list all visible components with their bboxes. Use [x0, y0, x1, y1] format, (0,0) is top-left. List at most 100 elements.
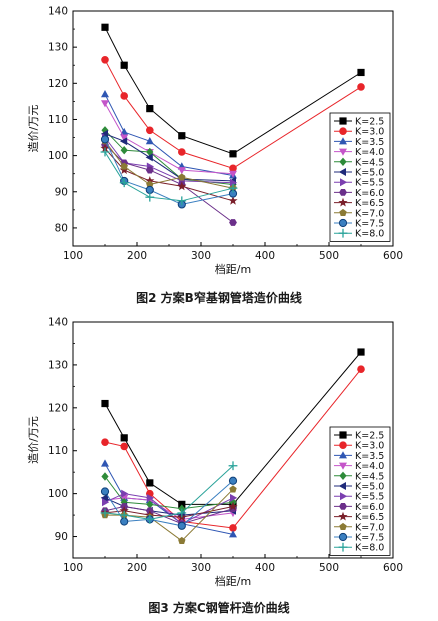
data-point — [120, 442, 128, 451]
data-point — [101, 23, 109, 31]
x-tick-label: 300 — [191, 250, 211, 262]
data-point — [145, 514, 155, 524]
data-point — [178, 536, 186, 544]
legend-label: K=8.0 — [355, 229, 384, 240]
data-point — [357, 68, 365, 77]
legend-item: K=4.5 — [334, 471, 384, 482]
data-point — [120, 61, 128, 69]
legend-marker — [339, 117, 347, 125]
legend-marker — [339, 462, 347, 470]
data-point — [177, 521, 186, 530]
data-point — [357, 348, 365, 356]
data-point — [229, 530, 237, 538]
data-point — [230, 493, 238, 502]
y-tick-label: 120 — [48, 78, 68, 90]
chart-scheme-b-tower: 100 200 300 400 500 600 80 90 100 110 120 130 140 档距/… — [26, 6, 403, 277]
data-point — [120, 146, 128, 155]
data-point — [177, 167, 186, 175]
data-point — [229, 485, 237, 493]
data-point — [101, 90, 109, 98]
legend-box — [329, 426, 391, 556]
figure-caption: 图2 方案B窄基钢管塔造价曲线 — [136, 291, 302, 305]
data-point — [119, 178, 129, 188]
data-point — [177, 508, 187, 518]
legend-marker — [338, 482, 346, 490]
data-point — [229, 524, 237, 532]
y-tick-label: 120 — [48, 402, 68, 414]
legend-label: K=3.5 — [355, 451, 384, 462]
data-point — [146, 493, 154, 502]
legend-label: K=7.5 — [355, 219, 384, 230]
y-axis-label: 造价/万元 — [26, 416, 40, 464]
x-tick-label: 600 — [383, 250, 403, 262]
data-point — [145, 153, 153, 162]
series-line — [104, 151, 234, 202]
series-K=7.5 — [100, 135, 238, 209]
data-point — [120, 92, 128, 100]
y-tick-label: 130 — [48, 42, 68, 54]
legend-marker — [339, 441, 347, 450]
legend-label: K=4.0 — [355, 147, 384, 158]
legend-item: K=8.0 — [334, 229, 384, 240]
y-tick-label: 90 — [55, 531, 68, 543]
legend-item: K=5.5 — [334, 492, 384, 503]
legend-item: K=3.5 — [334, 451, 384, 462]
data-point — [120, 162, 128, 170]
legend-item: K=6.5 — [334, 197, 384, 209]
y-tick-label: 140 — [48, 6, 68, 18]
series-line — [104, 27, 362, 155]
legend-item: K=4.0 — [334, 147, 384, 158]
legend-box — [329, 112, 391, 242]
data-point — [229, 150, 237, 158]
legend-item: K=7.5 — [334, 219, 384, 230]
x-tick-label: 200 — [127, 250, 147, 262]
data-point — [178, 500, 186, 508]
series-K=2.5 — [101, 23, 365, 158]
legend-label: K=6.0 — [355, 502, 384, 513]
legend-item: K=7.0 — [334, 208, 384, 219]
data-point — [100, 147, 110, 157]
data-point — [101, 399, 109, 408]
data-point — [178, 173, 186, 181]
legend-marker — [339, 451, 347, 459]
y-tick-label: 110 — [48, 114, 68, 126]
data-point — [100, 493, 108, 502]
data-point — [229, 170, 237, 178]
legend-label: K=5.5 — [355, 178, 384, 189]
legend-marker — [339, 503, 347, 510]
legend-marker — [338, 228, 348, 238]
x-axis-label: 档距/m — [215, 574, 251, 588]
data-point — [101, 438, 109, 446]
legend-marker — [338, 532, 348, 542]
legend-label: K=2.5 — [355, 117, 384, 128]
legend-label: K=4.0 — [355, 461, 384, 472]
legend-label: K=7.5 — [355, 533, 384, 544]
data-point — [230, 178, 238, 187]
legend-item: K=4.5 — [334, 157, 384, 168]
series-K=4.5 — [101, 472, 237, 513]
legend-label: K=7.0 — [355, 208, 384, 219]
y-tick-label: 80 — [55, 222, 68, 234]
data-point — [178, 132, 186, 140]
y-tick-label: 110 — [48, 445, 68, 457]
legend-marker — [339, 431, 347, 439]
data-point — [101, 56, 109, 64]
legend-label: K=5.0 — [355, 168, 384, 179]
legend-label: K=6.5 — [355, 198, 384, 209]
data-point — [100, 508, 110, 518]
data-point — [100, 135, 110, 144]
legend-label: K=3.0 — [355, 441, 384, 452]
y-tick-label: 100 — [48, 488, 68, 500]
data-point — [146, 180, 154, 188]
series-line — [104, 351, 362, 505]
series-K=3.0 — [101, 56, 365, 173]
data-point — [357, 365, 365, 374]
data-point — [228, 183, 238, 193]
data-point — [121, 489, 129, 498]
x-tick-label: 600 — [383, 562, 403, 574]
x-axis-label: 档距/m — [215, 262, 251, 276]
data-point — [101, 100, 109, 108]
data-point — [228, 461, 238, 471]
data-point — [146, 126, 154, 135]
